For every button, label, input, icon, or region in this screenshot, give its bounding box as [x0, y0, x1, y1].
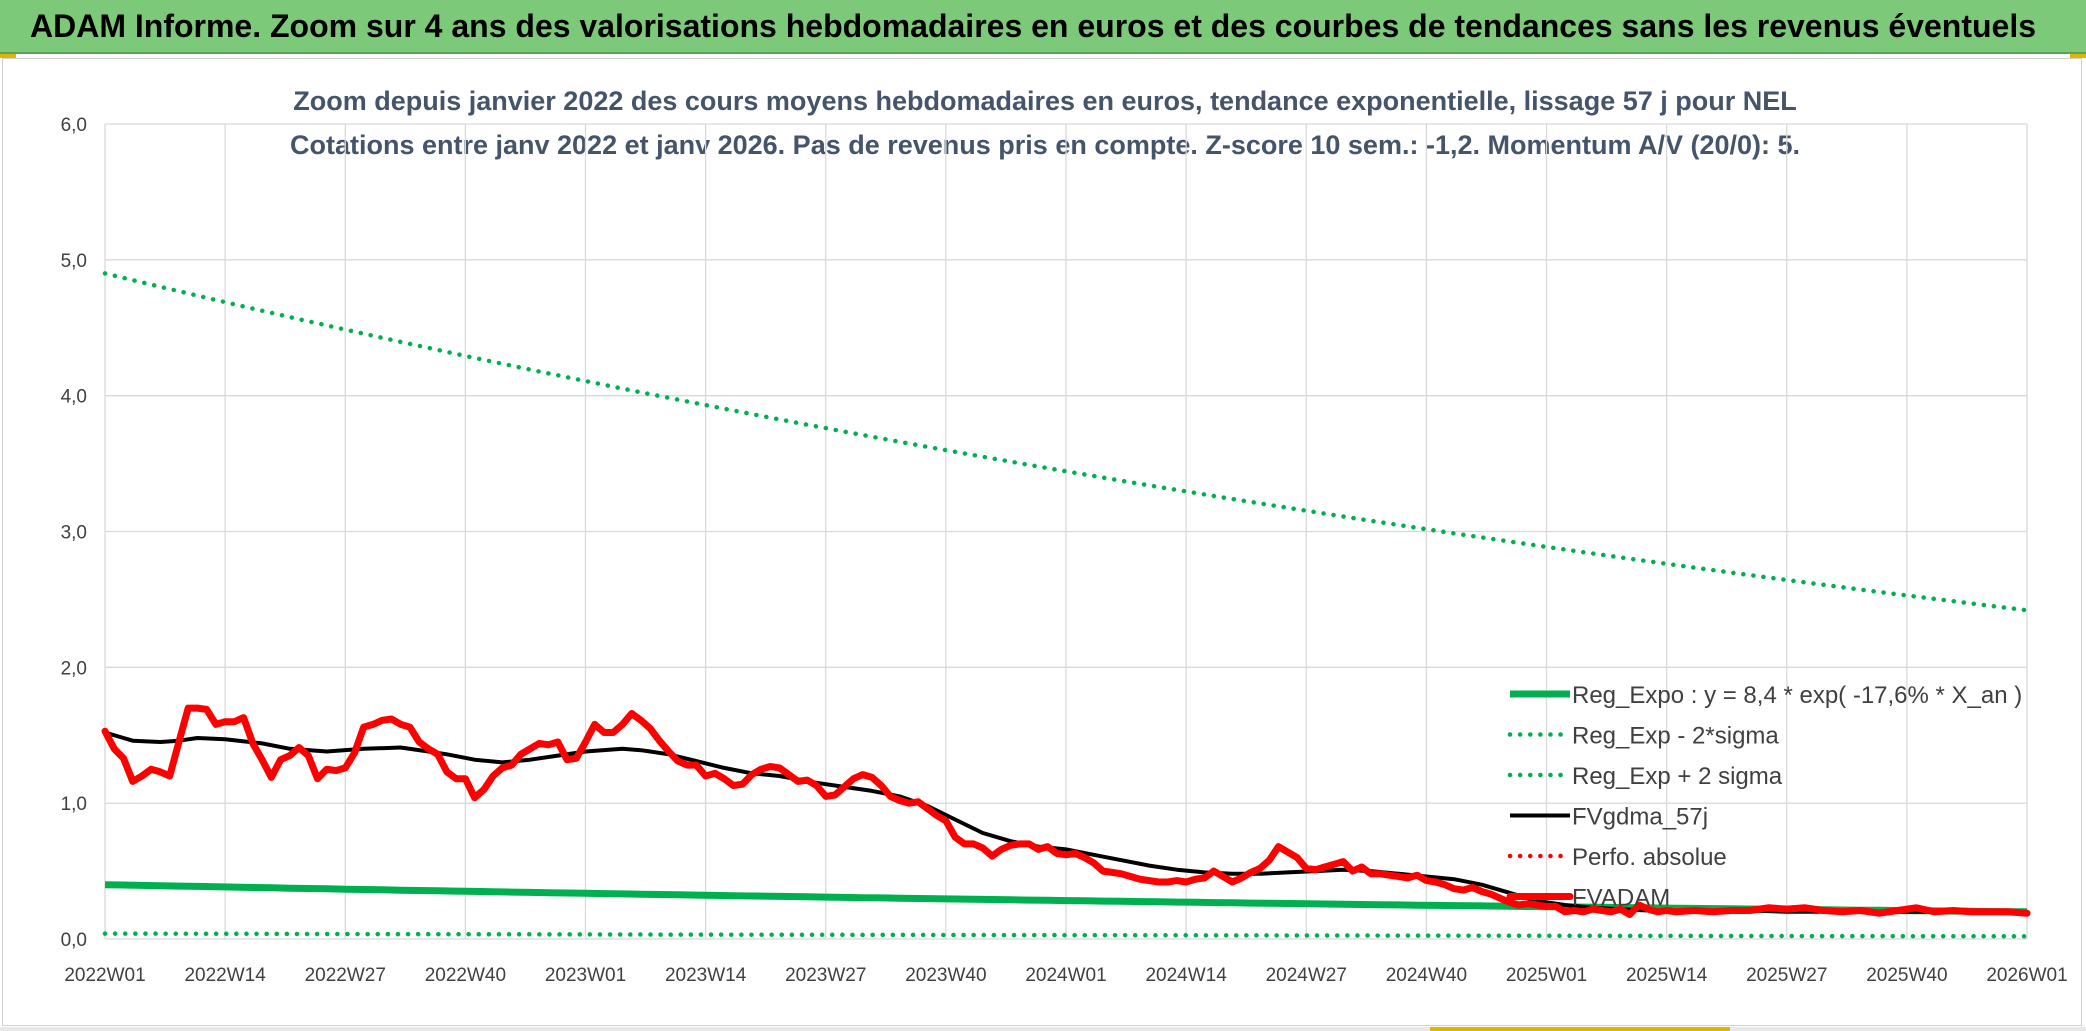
y-axis-ticks: 0,0 1,0 2,0 3,0 4,0 5,0 6,0 — [61, 115, 87, 951]
x-tick-label: 2023W14 — [665, 965, 747, 986]
series-line-reg_exp — [102, 271, 2030, 613]
y-tick-label: 6,0 — [61, 115, 87, 136]
corner-accent-right — [2070, 54, 2086, 58]
chart-title: Zoom depuis janvier 2022 des cours moyen… — [293, 86, 1796, 116]
x-tick-label: 2026W01 — [1986, 965, 2067, 986]
legend-label: Perfo. absolue — [1572, 844, 1727, 871]
x-tick-label: 2024W01 — [1025, 965, 1106, 986]
legend-label: FVADAM — [1572, 885, 1670, 912]
y-tick-label: 5,0 — [61, 251, 87, 272]
series-line-fvadam — [101, 704, 2031, 918]
x-tick-label: 2025W01 — [1506, 965, 1587, 986]
series-line-reg_exp — [102, 931, 2030, 939]
y-tick-label: 1,0 — [61, 794, 87, 815]
x-tick-label: 2023W40 — [905, 965, 986, 986]
x-tick-label: 2024W40 — [1386, 965, 1467, 986]
x-tick-label: 2025W27 — [1746, 965, 1827, 986]
grid — [104, 123, 2028, 940]
bottom-bar — [0, 1027, 2086, 1031]
x-tick-label: 2025W40 — [1866, 965, 1947, 986]
title-banner: ADAM Informe. Zoom sur 4 ans des valoris… — [0, 0, 2086, 54]
x-tick-label: 2024W27 — [1266, 965, 1347, 986]
x-tick-label: 2025W14 — [1626, 965, 1708, 986]
bottom-accent — [1430, 1027, 1730, 1031]
y-tick-label: 2,0 — [61, 658, 87, 679]
x-tick-label: 2022W40 — [425, 965, 506, 986]
x-tick-label: 2022W01 — [64, 965, 145, 986]
legend-label: Reg_Expo : y = 8,4 * exp( -17,6% * X_an … — [1572, 682, 2022, 709]
corner-accent-left — [0, 54, 16, 58]
x-tick-label: 2022W27 — [305, 965, 386, 986]
legend-label: FVgdma_57j — [1572, 804, 1708, 831]
x-tick-label: 2023W01 — [545, 965, 626, 986]
legend: Reg_Expo : y = 8,4 * exp( -17,6% * X_an … — [1506, 682, 2022, 912]
series-group — [101, 271, 2031, 939]
y-tick-label: 3,0 — [61, 523, 87, 544]
banner-title: ADAM Informe. Zoom sur 4 ans des valoris… — [30, 8, 2036, 44]
x-tick-label: 2023W27 — [785, 965, 866, 986]
legend-label: Reg_Exp - 2*sigma — [1572, 723, 1779, 750]
legend-label: Reg_Exp + 2 sigma — [1572, 763, 1783, 790]
chart-subtitle: Cotations entre janv 2022 et janv 2026. … — [290, 130, 1800, 160]
x-axis-ticks: 2022W01 2022W14 2022W27 2022W40 2023W01 2023W… — [64, 965, 2067, 986]
chart-frame — [2, 58, 2082, 1026]
y-tick-label: 0,0 — [61, 930, 87, 951]
y-tick-label: 4,0 — [61, 387, 87, 408]
x-tick-label: 2024W14 — [1145, 965, 1227, 986]
x-tick-label: 2022W14 — [184, 965, 266, 986]
